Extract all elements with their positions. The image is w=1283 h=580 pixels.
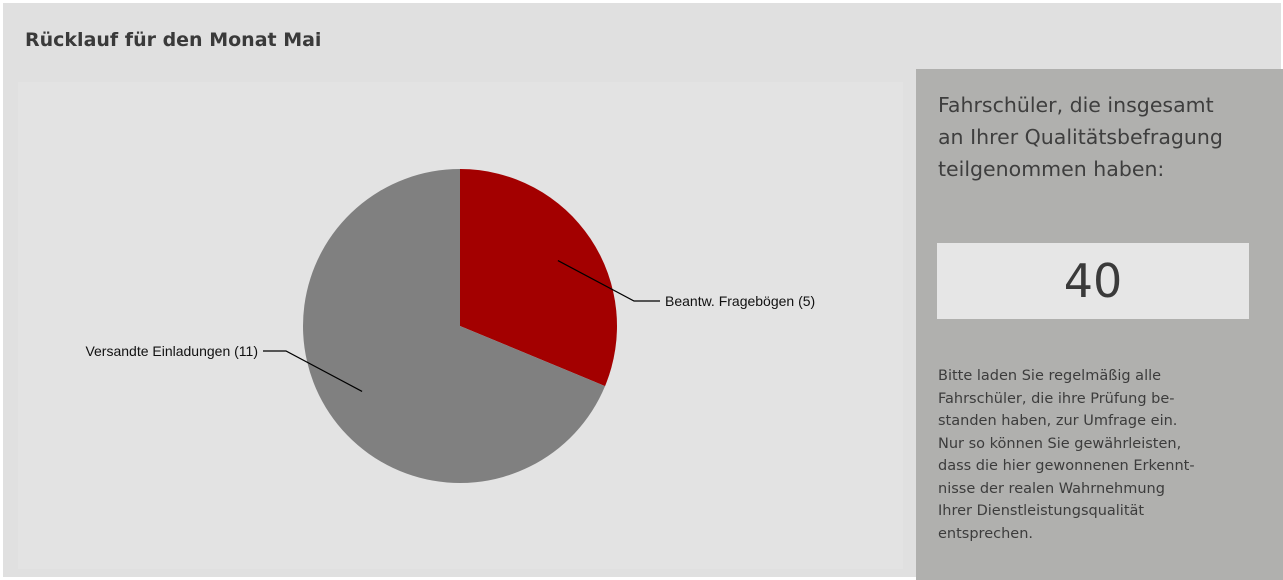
participants-heading-line: an Ihrer Qualitätsbefragung bbox=[938, 125, 1223, 149]
invitation-note: Bitte laden Sie regelmäßig alle Fahrschü… bbox=[938, 365, 1238, 545]
invitation-note-line: entsprechen. bbox=[938, 526, 1033, 542]
page-title: Rücklauf für den Monat Mai bbox=[25, 29, 321, 51]
invitation-note-line: Nur so können Sie gewährleisten, bbox=[938, 436, 1181, 452]
slice-label: Versandte Einladungen (11) bbox=[85, 343, 258, 359]
invitation-note-line: nisse der realen Wahrnehmung bbox=[938, 481, 1165, 497]
invitation-note-line: Ihrer Dienstleistungsqualität bbox=[938, 503, 1144, 519]
report-frame: Rücklauf für den Monat Mai Beantw. Frage… bbox=[3, 3, 1281, 577]
participants-count: 40 bbox=[1064, 258, 1123, 304]
participants-count-box: 40 bbox=[937, 243, 1249, 319]
pie-chart: Beantw. Fragebögen (5) Versandte Einladun… bbox=[18, 82, 903, 569]
invitation-note-line: Fahrschüler, die ihre Prüfung be- bbox=[938, 391, 1175, 407]
invitation-note-line: Bitte laden Sie regelmäßig alle bbox=[938, 368, 1161, 384]
side-panel: Fahrschüler, die insgesamt an Ihrer Qual… bbox=[916, 69, 1283, 580]
chart-panel: Beantw. Fragebögen (5) Versandte Einladun… bbox=[18, 82, 903, 569]
slice-label: Beantw. Fragebögen (5) bbox=[665, 293, 815, 309]
participants-heading-line: teilgenommen haben: bbox=[938, 157, 1164, 181]
participants-heading-line: Fahrschüler, die insgesamt bbox=[938, 93, 1214, 117]
invitation-note-line: dass die hier gewonnenen Erkennt- bbox=[938, 458, 1195, 474]
invitation-note-line: standen haben, zur Umfrage ein. bbox=[938, 413, 1177, 429]
participants-heading: Fahrschüler, die insgesamt an Ihrer Qual… bbox=[938, 89, 1278, 185]
